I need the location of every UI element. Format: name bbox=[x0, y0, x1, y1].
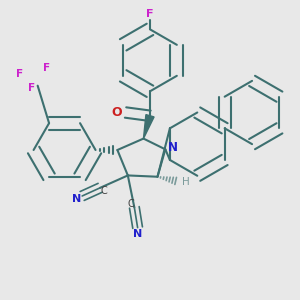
Text: F: F bbox=[28, 83, 35, 93]
Text: N: N bbox=[72, 194, 82, 204]
Text: N: N bbox=[133, 229, 142, 239]
Text: F: F bbox=[16, 69, 23, 79]
Text: F: F bbox=[43, 63, 50, 73]
Text: C: C bbox=[100, 186, 107, 196]
Text: F: F bbox=[146, 9, 154, 19]
Text: N: N bbox=[168, 141, 178, 154]
Text: C: C bbox=[127, 199, 134, 209]
Polygon shape bbox=[143, 115, 154, 139]
Text: O: O bbox=[111, 106, 122, 119]
Text: H: H bbox=[182, 177, 190, 187]
